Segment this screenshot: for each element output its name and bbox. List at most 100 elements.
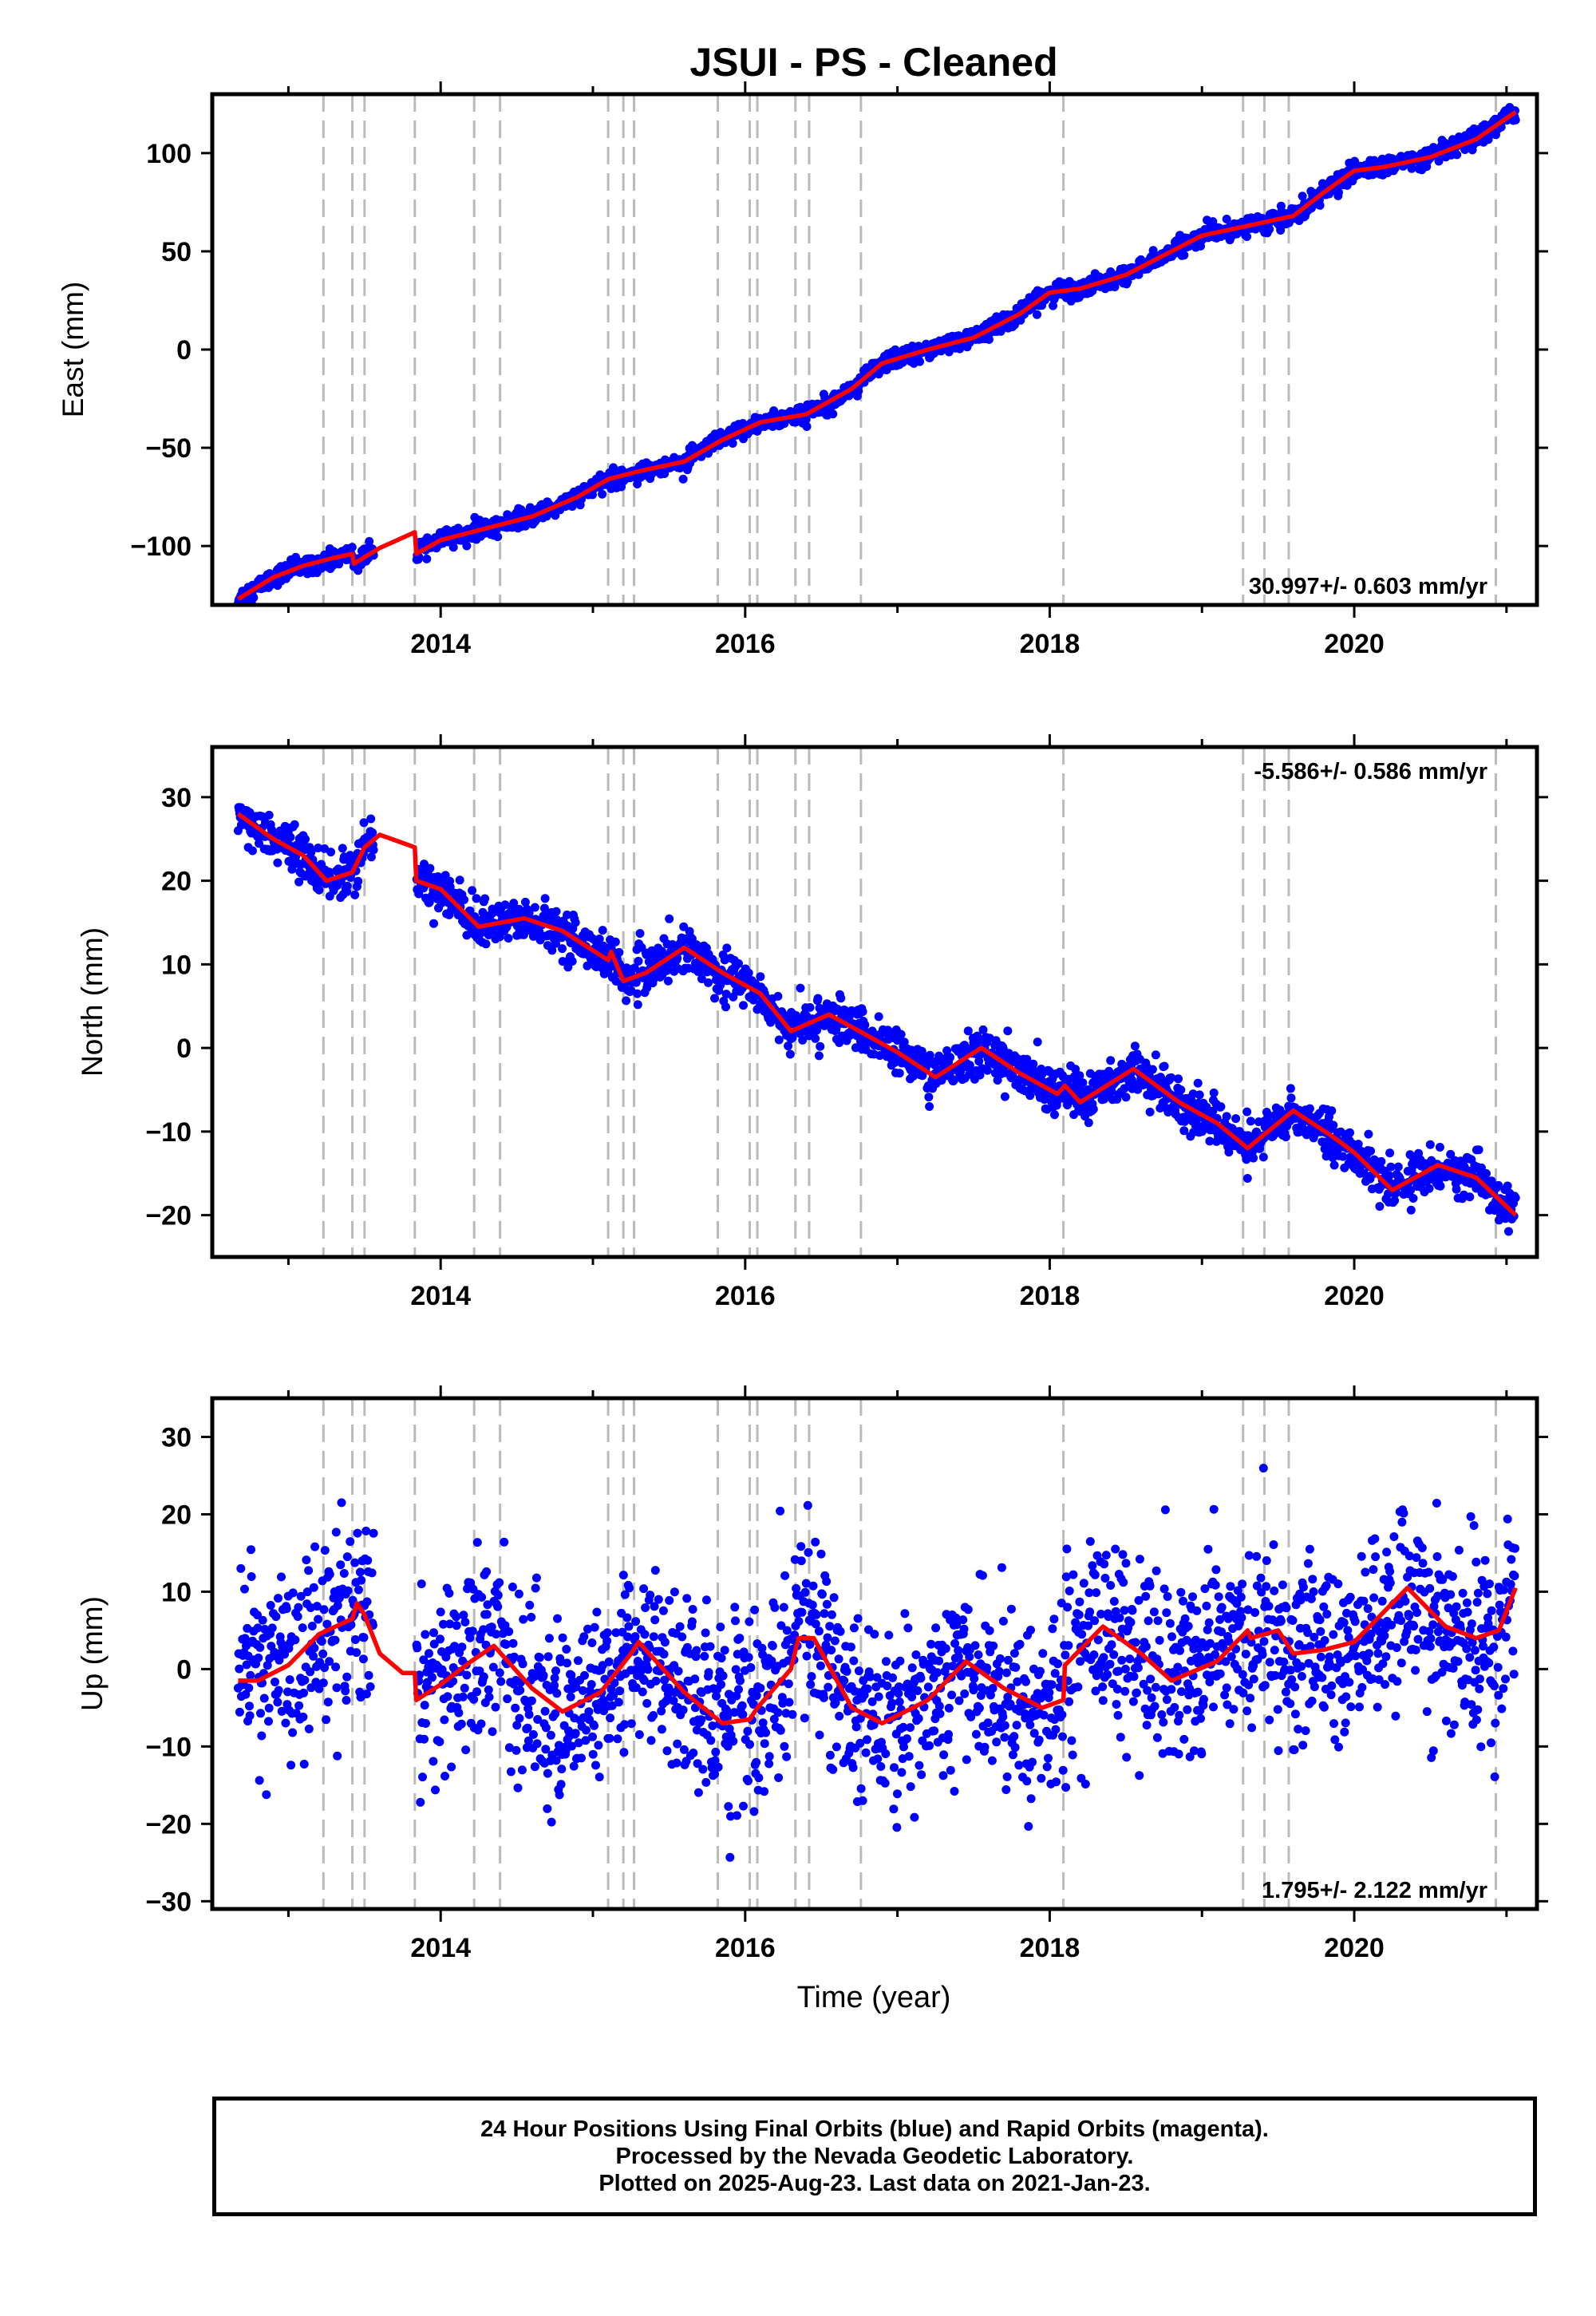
up-data-point bbox=[700, 1651, 709, 1661]
north-data-point bbox=[949, 1076, 958, 1085]
up-data-point bbox=[300, 1675, 310, 1685]
north-data-point bbox=[350, 890, 360, 899]
up-data-point bbox=[363, 1555, 373, 1565]
up-data-point bbox=[657, 1725, 666, 1734]
north-data-point bbox=[290, 820, 299, 829]
up-data-point bbox=[244, 1683, 254, 1693]
up-data-point bbox=[581, 1736, 591, 1745]
up-data-point bbox=[624, 1622, 634, 1631]
up-data-point bbox=[669, 1696, 678, 1705]
up-data-point bbox=[657, 1706, 666, 1716]
up-data-point bbox=[320, 1663, 330, 1673]
up-data-point bbox=[693, 1788, 703, 1797]
north-data-point bbox=[1216, 1102, 1226, 1112]
up-data-point bbox=[314, 1614, 323, 1624]
north-y-tick-label: 0 bbox=[176, 1034, 192, 1064]
north-data-point bbox=[982, 1065, 992, 1075]
up-data-point bbox=[649, 1632, 658, 1642]
up-data-point bbox=[493, 1591, 503, 1600]
north-data-point bbox=[668, 940, 678, 949]
up-data-point bbox=[609, 1691, 618, 1701]
north-data-point bbox=[1406, 1205, 1416, 1215]
up-data-point bbox=[413, 1643, 422, 1653]
up-data-point bbox=[443, 1692, 452, 1701]
up-data-point bbox=[512, 1721, 522, 1730]
up-data-point bbox=[354, 1585, 363, 1595]
up-data-point bbox=[281, 1718, 290, 1728]
up-data-point bbox=[606, 1713, 615, 1723]
north-model-line bbox=[236, 812, 1518, 1217]
north-data-point bbox=[634, 956, 643, 966]
up-data-point bbox=[454, 1708, 464, 1717]
north-data-point bbox=[1474, 1145, 1483, 1155]
up-data-point bbox=[540, 1706, 550, 1716]
up-data-point bbox=[312, 1602, 322, 1611]
up-data-point bbox=[523, 1723, 532, 1733]
east-data-point bbox=[249, 593, 259, 603]
up-data-point bbox=[670, 1587, 679, 1597]
up-data-point bbox=[482, 1610, 492, 1619]
north-data-point bbox=[1222, 1112, 1231, 1121]
north-data-point bbox=[1406, 1185, 1416, 1195]
north-data-point bbox=[1249, 1153, 1258, 1163]
north-data-point bbox=[359, 818, 369, 828]
east-points bbox=[233, 103, 1520, 605]
up-data-point bbox=[436, 1634, 444, 1644]
up-data-point bbox=[551, 1666, 560, 1676]
up-data-point bbox=[678, 1632, 687, 1642]
north-data-point bbox=[924, 1093, 934, 1102]
up-data-point bbox=[651, 1676, 661, 1686]
north-data-point bbox=[946, 1053, 955, 1062]
up-data-point bbox=[689, 1749, 698, 1757]
up-data-point bbox=[246, 1670, 255, 1680]
north-data-point bbox=[567, 957, 577, 966]
up-data-point bbox=[577, 1753, 586, 1763]
north-data-point bbox=[1193, 1078, 1203, 1088]
up-data-point bbox=[705, 1642, 715, 1651]
north-data-point bbox=[1078, 1078, 1088, 1088]
east-model-line bbox=[236, 109, 1517, 601]
up-data-point bbox=[641, 1603, 650, 1612]
north-data-point bbox=[665, 914, 674, 923]
up-data-point bbox=[273, 1697, 282, 1707]
up-data-point bbox=[660, 1638, 670, 1647]
up-data-point bbox=[525, 1600, 535, 1610]
up-data-point bbox=[531, 1573, 541, 1583]
north-data-point bbox=[1084, 1118, 1093, 1128]
north-data-point bbox=[460, 895, 469, 904]
up-data-point bbox=[429, 1628, 438, 1638]
up-data-point bbox=[472, 1687, 482, 1697]
up-data-point bbox=[500, 1537, 509, 1547]
north-data-point bbox=[1120, 1084, 1129, 1093]
north-data-point bbox=[895, 1069, 904, 1078]
up-data-point bbox=[631, 1617, 641, 1626]
up-data-point bbox=[706, 1736, 716, 1745]
north-y-tick-label: 30 bbox=[161, 783, 192, 813]
up-data-point bbox=[355, 1567, 365, 1577]
north-data-point bbox=[1033, 1037, 1042, 1047]
up-data-point bbox=[503, 1694, 512, 1704]
up-data-point bbox=[541, 1723, 551, 1733]
north-data-point bbox=[558, 944, 567, 954]
up-data-point bbox=[692, 1646, 701, 1655]
north-data-point bbox=[255, 839, 263, 848]
up-data-point bbox=[319, 1605, 329, 1614]
east-data-point bbox=[448, 543, 458, 552]
up-data-point bbox=[271, 1678, 279, 1686]
up-data-point bbox=[484, 1692, 494, 1701]
up-data-point bbox=[452, 1621, 461, 1630]
north-data-point bbox=[1088, 1105, 1098, 1114]
up-data-point bbox=[682, 1594, 692, 1603]
east-y-axis-label: East (mm) bbox=[57, 282, 89, 418]
up-data-point bbox=[623, 1632, 633, 1642]
up-data-point bbox=[518, 1659, 527, 1669]
east-data-point bbox=[493, 532, 503, 542]
north-data-point bbox=[811, 1034, 820, 1043]
north-data-point bbox=[1452, 1184, 1461, 1194]
up-data-point bbox=[254, 1653, 263, 1662]
up-data-point bbox=[649, 1711, 658, 1720]
up-data-point bbox=[619, 1748, 629, 1757]
north-data-point bbox=[301, 835, 310, 844]
up-data-point bbox=[678, 1705, 688, 1715]
